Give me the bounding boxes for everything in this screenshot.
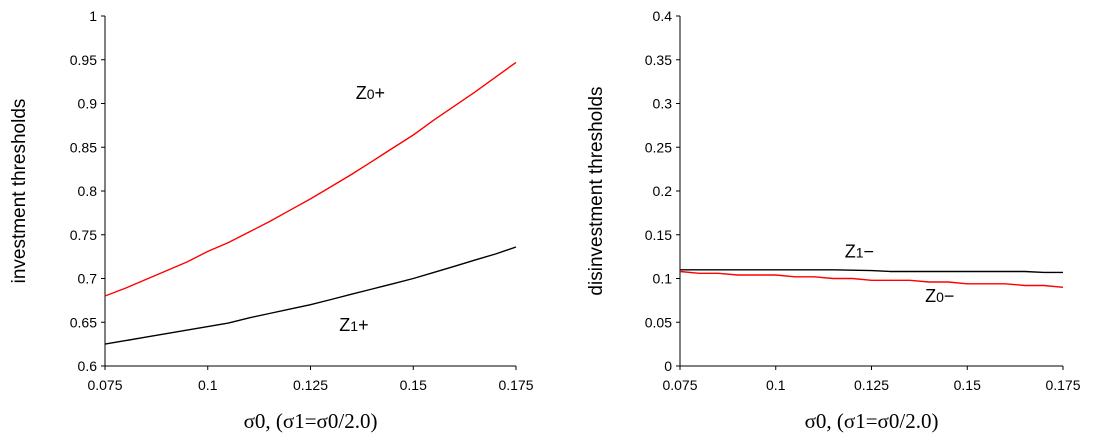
x-tick-label: 0.075 [662, 377, 697, 393]
x-axis-label: σ0, (σ1=σ0/2.0) [805, 409, 939, 433]
y-tick-label: 0.85 [70, 139, 97, 155]
y-tick-label: 0.7 [78, 271, 98, 287]
disinvestment-thresholds-chart: 0 0.05 0.1 0.15 0.2 0.25 0.3 0.35 0.4 0.075 0.1 0.1… [586, 8, 1081, 433]
investment-thresholds-chart: 0.6 0.65 0.7 0.75 0.8 0.85 0.9 0.95 1 0.075 0.1 0.1… [9, 8, 534, 433]
series-annotation: Z1+ [339, 315, 368, 335]
x-tick-label: 0.175 [1045, 377, 1080, 393]
y-axis-label: investment thresholds [9, 99, 30, 284]
y-tick-label: 0.75 [70, 227, 97, 243]
x-tick-label: 0.175 [498, 377, 533, 393]
y-tick-label: 0.15 [645, 227, 672, 243]
x-tick-label: 0.1 [198, 377, 218, 393]
y-tick-label: 0.8 [78, 183, 98, 199]
series-annotation: Z1− [845, 242, 874, 262]
series-line-z0-minus [679, 270, 1064, 288]
y-tick-label: 0.95 [70, 52, 97, 68]
y-tick-label: 0 [664, 358, 672, 374]
y-tick-label: 0.1 [653, 271, 673, 287]
y-tick-label: 0.35 [645, 52, 672, 68]
y-tick-label: 0.6 [78, 358, 98, 374]
series-line-z0-plus [104, 61, 517, 297]
x-tick-label: 0.075 [87, 377, 122, 393]
y-tick-label: 1 [89, 8, 97, 24]
x-tick-label: 0.125 [293, 377, 328, 393]
y-tick-label: 0.3 [653, 96, 673, 112]
x-axis-label: σ0, (σ1=σ0/2.0) [244, 409, 378, 433]
series-line-z1-plus [104, 246, 517, 345]
series-line-z1-minus [680, 269, 1063, 274]
x-tick-label: 0.1 [766, 377, 786, 393]
y-tick-label: 0.2 [653, 183, 673, 199]
x-tick-label: 0.15 [400, 377, 427, 393]
y-axis-label: disinvestment thresholds [586, 86, 607, 295]
series-annotation: Z0+ [356, 83, 385, 103]
x-tick-label: 0.15 [954, 377, 981, 393]
y-tick-label: 0.25 [645, 139, 672, 155]
y-tick-label: 0.65 [70, 314, 97, 330]
y-tick-label: 0.05 [645, 314, 672, 330]
x-tick-label: 0.125 [854, 377, 889, 393]
series-annotation: Z0− [925, 286, 954, 306]
y-tick-label: 0.9 [78, 96, 98, 112]
y-tick-label: 0.4 [653, 8, 673, 24]
